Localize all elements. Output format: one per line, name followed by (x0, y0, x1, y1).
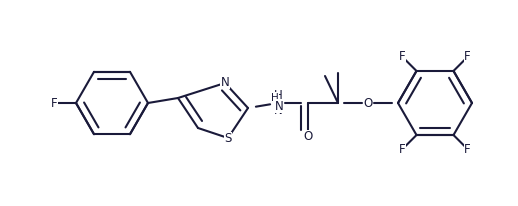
Text: F: F (399, 143, 406, 156)
Text: O: O (363, 96, 372, 110)
Text: S: S (224, 132, 232, 145)
Text: H
N: H N (274, 89, 282, 117)
Text: F: F (464, 143, 471, 156)
Text: F: F (51, 96, 57, 110)
Text: N: N (221, 76, 229, 89)
Text: F: F (399, 50, 406, 63)
Text: H: H (271, 93, 279, 103)
Text: F: F (464, 50, 471, 63)
Text: O: O (304, 130, 313, 144)
Text: N: N (275, 99, 283, 112)
